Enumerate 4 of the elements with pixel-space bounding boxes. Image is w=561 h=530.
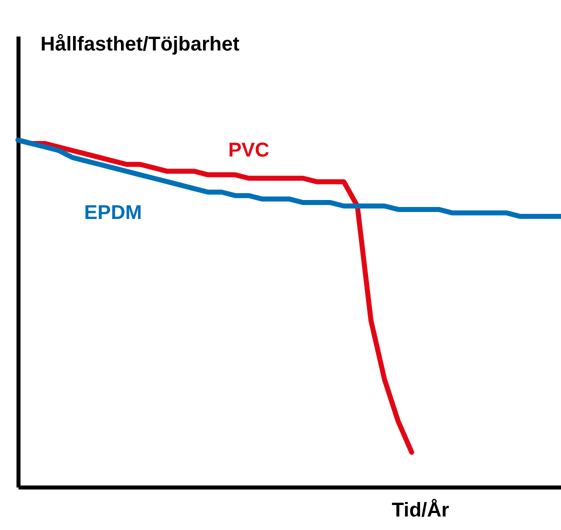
series-label: EPDM	[84, 202, 142, 224]
series-label: PVC	[228, 139, 270, 162]
y-axis-title: Hållfasthet/Töjbarhet	[40, 34, 240, 56]
x-axis-title: Tid/År	[392, 498, 450, 522]
